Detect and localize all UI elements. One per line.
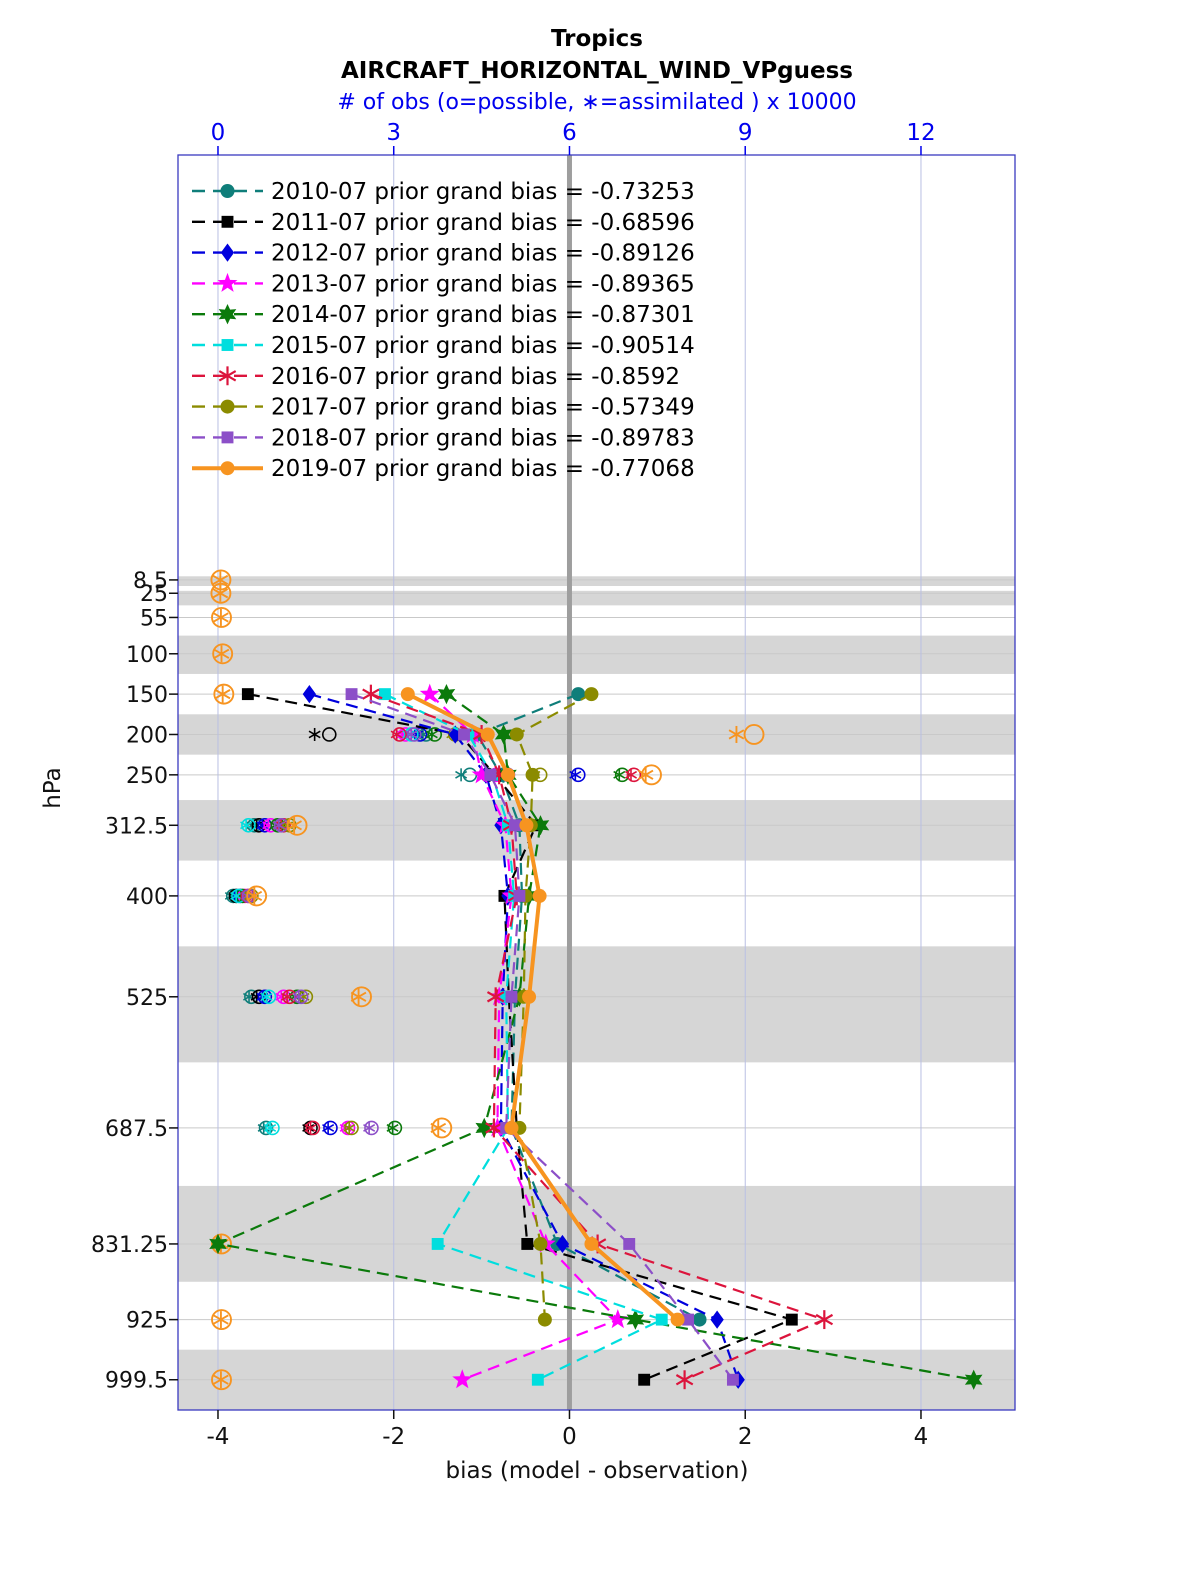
series-line: [309, 693, 740, 1381]
series-2019-07: [400, 687, 685, 1327]
tick-label: 150: [126, 683, 168, 708]
legend-entry-2010-07: 2010-07 prior grand bias = -0.73253: [192, 179, 695, 205]
series-2017-07: [509, 687, 599, 1327]
tick-label: 100: [126, 643, 168, 668]
tick-label: -4: [207, 1424, 230, 1450]
legend-entry-2014-07: 2014-07 prior grand bias = -0.87301: [192, 302, 695, 328]
tick-label: 250: [126, 764, 168, 789]
series-line: [370, 693, 828, 1381]
legend-entry-2012-07: 2012-07 prior grand bias = -0.89126: [192, 241, 695, 267]
legend-entry-2017-07: 2017-07 prior grand bias = -0.57349: [192, 395, 695, 421]
legend: 2010-07 prior grand bias = -0.73253 2011-…: [192, 179, 695, 482]
tick-label: 312.5: [105, 814, 168, 839]
pressure-axis-label: hPa: [40, 767, 66, 809]
series-line: [214, 693, 974, 1381]
legend-label: 2012-07 prior grand bias = -0.89126: [271, 241, 695, 267]
chart-title: Tropics: [551, 26, 643, 52]
series-line: [475, 693, 701, 1321]
tick-label: 831.25: [91, 1233, 168, 1258]
tick-label: 200: [126, 723, 168, 748]
legend-label: 2018-07 prior grand bias = -0.89783: [271, 425, 695, 451]
tick-label: 999.5: [105, 1369, 168, 1394]
tick-label: 12: [906, 120, 935, 146]
legend-entry-2011-07: 2011-07 prior grand bias = -0.68596: [192, 210, 695, 236]
tick-label: 55: [140, 606, 168, 631]
tick-label: 525: [126, 986, 168, 1011]
legend-label: 2015-07 prior grand bias = -0.90514: [271, 333, 695, 359]
tick-label: 687.5: [105, 1117, 168, 1142]
tick-label: 9: [738, 120, 753, 146]
axes-frame: [169, 146, 1016, 1419]
legend-entry-2018-07: 2018-07 prior grand bias = -0.89783: [192, 425, 695, 451]
legend-entry-2015-07: 2015-07 prior grand bias = -0.90514: [192, 333, 695, 359]
chart-subtitle: AIRCRAFT_HORIZONTAL_WIND_VPguess: [341, 58, 853, 84]
legend-label: 2013-07 prior grand bias = -0.89365: [271, 271, 695, 297]
tick-label: 25: [140, 582, 168, 607]
tick-label: 4: [914, 1424, 929, 1450]
series-line: [351, 693, 734, 1381]
tick-label: 400: [126, 885, 168, 910]
tick-label: 2: [738, 1424, 753, 1450]
tick-label: 3: [386, 120, 401, 146]
legend-entry-2019-07: 2019-07 prior grand bias = -0.77068: [192, 456, 695, 482]
tick-label: 0: [562, 1424, 577, 1450]
legend-entry-2016-07: 2016-07 prior grand bias = -0.8592: [192, 364, 680, 390]
tick-label: 6: [562, 120, 577, 146]
legend-label: 2019-07 prior grand bias = -0.77068: [271, 456, 695, 482]
legend-label: 2010-07 prior grand bias = -0.73253: [271, 179, 695, 205]
tick-label: 8.5: [133, 569, 168, 594]
legend-entry-2013-07: 2013-07 prior grand bias = -0.89365: [192, 271, 695, 297]
tick-label: 925: [126, 1309, 168, 1334]
bias-axis-label: bias (model - observation): [446, 1458, 749, 1484]
legend-label: 2016-07 prior grand bias = -0.8592: [271, 364, 680, 390]
obs-axis-label: # of obs (o=possible, ∗=assimilated ) x …: [337, 90, 856, 115]
legend-label: 2014-07 prior grand bias = -0.87301: [271, 302, 695, 328]
tick-label: -2: [382, 1424, 405, 1450]
series-line: [384, 693, 665, 1381]
legend-label: 2011-07 prior grand bias = -0.68596: [271, 210, 695, 236]
tick-label: 0: [211, 120, 226, 146]
legend-label: 2017-07 prior grand bias = -0.57349: [271, 395, 695, 421]
